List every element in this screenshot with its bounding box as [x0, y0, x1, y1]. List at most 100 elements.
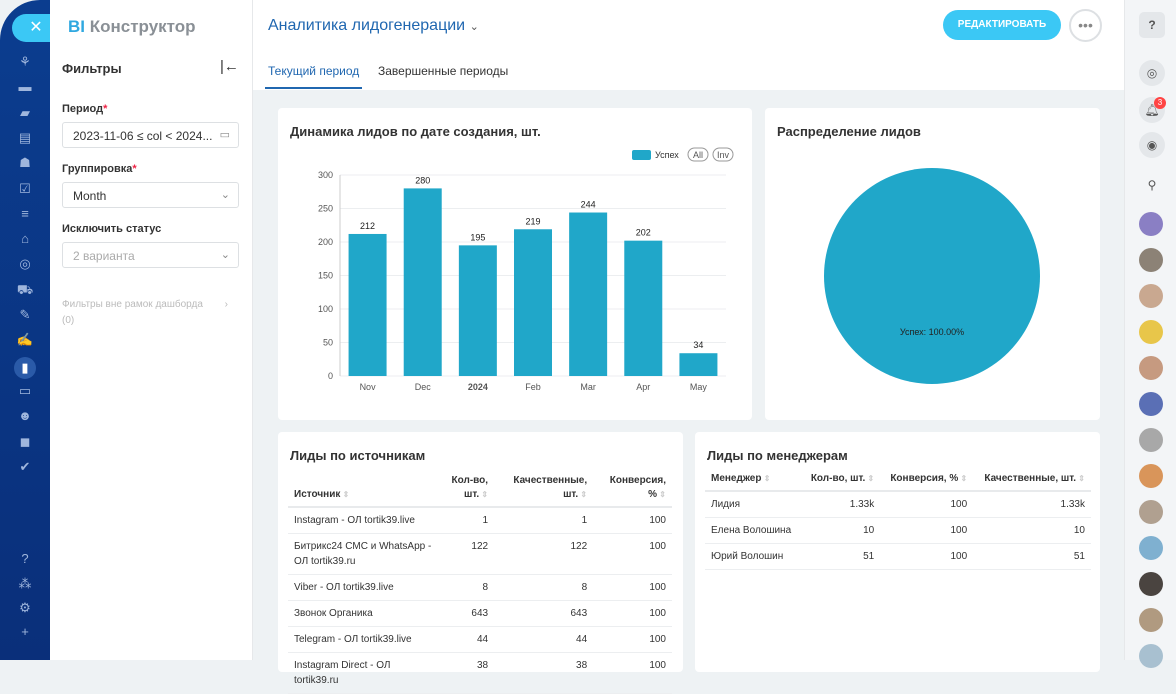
collapse-panel-icon[interactable]: |←: [220, 58, 239, 75]
sort-icon[interactable]: ⇕: [865, 474, 875, 483]
user-avatar[interactable]: [1139, 428, 1163, 452]
more-button[interactable]: •••: [1069, 9, 1102, 42]
y-tick-label: 300: [318, 170, 333, 180]
edit-button[interactable]: РЕДАКТИРОВАТЬ: [943, 10, 1061, 40]
sort-icon[interactable]: ⇕: [958, 474, 968, 483]
sign-icon[interactable]: ✍: [16, 332, 34, 348]
structure-icon[interactable]: ⁂: [18, 576, 32, 591]
copilot-icon[interactable]: ◎: [1139, 60, 1165, 86]
legend-swatch[interactable]: [632, 150, 651, 160]
table-row[interactable]: Битрикс24 СМС и WhatsApp - ОЛ tortik39.r…: [288, 533, 672, 575]
table-row[interactable]: Instagram - ОЛ tortik39.live 1 1 100: [288, 507, 672, 534]
table-row[interactable]: Лидия 1.33k 100 1.33k: [705, 491, 1091, 518]
id-card-icon[interactable]: ▭: [18, 382, 32, 398]
user-avatar[interactable]: [1139, 644, 1163, 668]
user-avatar[interactable]: [1139, 464, 1163, 488]
table-cell: 51: [801, 543, 881, 570]
help-icon[interactable]: ?: [1139, 12, 1165, 38]
tab-completed-periods[interactable]: Завершенные периоды: [378, 64, 509, 78]
sort-icon[interactable]: ⇕: [657, 490, 666, 499]
exclude-status-select[interactable]: 2 варианта ⌄: [62, 242, 239, 268]
sort-icon[interactable]: ⇕: [340, 490, 350, 499]
legend-inv-button[interactable]: [712, 147, 734, 162]
leads-by-source-card: Лиды по источникам Источник ⇕ Кол-во, шт. …: [278, 432, 683, 694]
funnel-icon[interactable]: ≡: [21, 205, 29, 221]
docs-icon[interactable]: ✎: [19, 307, 31, 322]
table-cell: Viber - ОЛ tortik39.live: [288, 574, 438, 601]
bar-2024[interactable]: [458, 245, 497, 376]
tab-current-period[interactable]: Текущий период: [265, 64, 363, 89]
bar-May[interactable]: [679, 353, 718, 376]
column-header[interactable]: Кол-во, шт. ⇕: [801, 468, 881, 492]
table-row[interactable]: Юрий Волошин 51 100 51: [705, 543, 1091, 570]
box-icon[interactable]: ◼: [19, 433, 31, 449]
leads-dynamics-card: Динамика лидов по дате создания, шт. 0 50…: [278, 108, 752, 420]
column-header[interactable]: Конверсия,% ⇕: [593, 470, 672, 508]
period-field[interactable]: 2023-11-06 ≤ col < 2024... ▭: [62, 122, 239, 148]
column-header[interactable]: Кол-во, шт. ⇕: [438, 470, 495, 508]
user-avatar[interactable]: [1139, 320, 1163, 344]
legend-all-button[interactable]: [687, 147, 709, 162]
user-avatar[interactable]: [1139, 212, 1163, 236]
outside-filters-link[interactable]: Фильтры вне рамок дашборда › (0): [62, 299, 228, 326]
app-logo[interactable]: BI Конструктор: [68, 17, 196, 37]
inventory-icon[interactable]: ▤: [18, 129, 32, 145]
bar-Nov[interactable]: [348, 233, 387, 376]
table-row[interactable]: Звонок Органика 643 643 100: [288, 600, 672, 627]
bar-Dec[interactable]: [403, 188, 442, 376]
bank-icon[interactable]: ⌂: [21, 231, 29, 247]
user-avatar[interactable]: [1139, 392, 1163, 416]
table-row[interactable]: Viber - ОЛ tortik39.live 8 8 100: [288, 574, 672, 601]
table-cell: 122: [438, 533, 495, 575]
check-circle-icon[interactable]: ✔: [19, 458, 31, 474]
bar-Mar[interactable]: [569, 212, 608, 376]
bar-Feb[interactable]: [514, 229, 552, 376]
column-header[interactable]: Источник ⇕: [288, 470, 438, 508]
checklist-icon[interactable]: ☑: [19, 180, 31, 196]
pie-slice-success[interactable]: [824, 168, 1040, 384]
dashboard-title[interactable]: Аналитика лидогенерации ⌄: [268, 17, 479, 34]
sort-icon[interactable]: ⇕: [479, 490, 489, 499]
target-icon[interactable]: ◎: [19, 256, 31, 272]
user-avatar[interactable]: [1139, 608, 1163, 632]
table-cell: 1.33k: [801, 491, 881, 518]
sort-icon[interactable]: ⇕: [1076, 474, 1085, 483]
table-cell: 100: [593, 600, 672, 627]
contacts-icon[interactable]: ☗: [19, 155, 31, 171]
crm-icon[interactable]: ⚘: [19, 54, 31, 69]
table-cell: 10: [801, 517, 881, 544]
bar-Apr[interactable]: [624, 240, 663, 376]
notifications-badge: 3: [1154, 97, 1166, 109]
sort-icon[interactable]: ⇕: [761, 474, 771, 483]
user-avatar[interactable]: [1139, 284, 1163, 308]
user-avatar[interactable]: [1139, 248, 1163, 272]
column-header[interactable]: Менеджер ⇕: [705, 468, 802, 492]
chat-icon[interactable]: ▰: [20, 104, 30, 120]
grouping-select[interactable]: Month ⌄: [62, 182, 239, 208]
table-row[interactable]: Елена Волошина 10 100 10: [705, 517, 1091, 544]
robot-icon[interactable]: ☻: [18, 408, 32, 424]
chat-icon[interactable]: ◉: [1139, 132, 1165, 158]
column-header[interactable]: Конверсия, % ⇕: [880, 468, 974, 492]
help-icon[interactable]: ?: [21, 551, 29, 566]
add-icon[interactable]: +: [21, 624, 29, 639]
table-row[interactable]: Telegram - ОЛ tortik39.live 44 44 100: [288, 626, 672, 653]
table-cell: 1: [494, 507, 594, 534]
column-header[interactable]: Качественные, шт. ⇕: [973, 468, 1091, 492]
user-avatar[interactable]: [1139, 536, 1163, 560]
analytics-icon[interactable]: ▮: [14, 356, 36, 379]
search-icon[interactable]: ⚲: [1147, 178, 1157, 192]
sort-icon[interactable]: ⇕: [578, 490, 588, 499]
tasks-icon[interactable]: ▬: [18, 79, 32, 95]
user-avatar[interactable]: [1139, 572, 1163, 596]
user-avatar[interactable]: [1139, 356, 1163, 380]
managers-table: Менеджер ⇕ Кол-во, шт. ⇕ Конверсия, % ⇕ Кач…: [705, 468, 1091, 570]
user-avatar[interactable]: [1139, 500, 1163, 524]
table-cell: 643: [438, 600, 495, 627]
cart-icon[interactable]: ⛟: [16, 281, 34, 297]
table-row[interactable]: Instagram Direct - ОЛ tortik39.ru 38 38 100: [288, 652, 672, 694]
settings-icon[interactable]: ⚙: [19, 600, 31, 615]
column-header[interactable]: Качественные, шт. ⇕: [494, 470, 594, 508]
table-cell: 122: [494, 533, 594, 575]
y-tick-label: 250: [318, 204, 333, 214]
